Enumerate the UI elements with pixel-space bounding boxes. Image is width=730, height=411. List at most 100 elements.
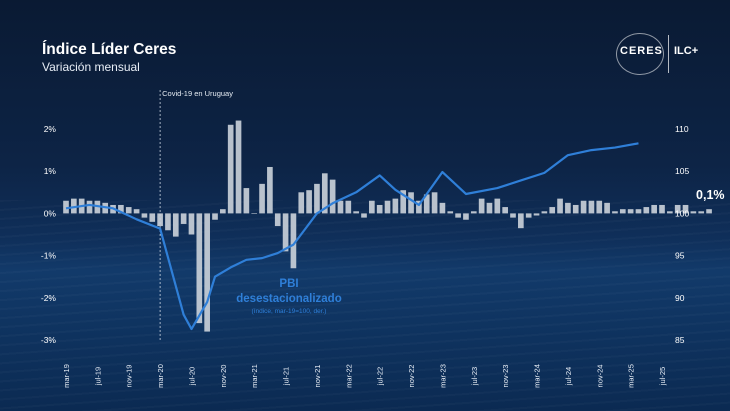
bar — [345, 200, 352, 214]
bar — [400, 190, 407, 214]
bar — [188, 213, 195, 235]
logo-divider — [668, 35, 669, 73]
bar — [369, 200, 375, 214]
bar — [431, 192, 438, 214]
bar — [659, 204, 665, 214]
bar — [572, 204, 579, 214]
bar — [502, 207, 508, 214]
bar — [329, 179, 336, 214]
bar — [282, 213, 289, 252]
bar — [63, 200, 69, 214]
bar — [149, 213, 156, 222]
bar — [580, 200, 587, 214]
left-tick-label: 1% — [44, 166, 57, 176]
left-tick-label: 0% — [44, 208, 57, 218]
bar — [290, 213, 297, 269]
last-value-label: 0,1% — [696, 188, 725, 202]
gdp-series-label-line1: PBI — [279, 278, 298, 290]
logos: CERES ILC+ — [616, 33, 706, 75]
bar — [165, 213, 171, 231]
gdp-line-series — [65, 142, 639, 331]
bar — [180, 213, 187, 224]
bar — [447, 211, 454, 214]
bar-series — [63, 120, 712, 332]
bar — [274, 213, 281, 227]
bar — [533, 213, 540, 216]
x-tick-label: mar-19 — [62, 364, 71, 388]
bar — [619, 209, 626, 214]
bar — [384, 200, 391, 214]
right-tick-label: 95 — [675, 251, 685, 261]
x-tick-label: mar-25 — [627, 364, 636, 388]
bar — [596, 200, 603, 214]
chart-title: Índice Líder Ceres — [42, 41, 177, 58]
x-tick-label: mar-24 — [533, 364, 542, 388]
bar — [235, 120, 242, 214]
bar — [549, 207, 556, 214]
x-tick-label: mar-21 — [250, 364, 259, 388]
bar — [439, 202, 446, 214]
bar — [86, 200, 93, 214]
bar — [463, 213, 469, 220]
bar — [314, 183, 320, 214]
left-tick-label: -3% — [41, 335, 57, 345]
bar — [141, 213, 148, 218]
bar — [557, 198, 563, 214]
bar — [361, 213, 367, 218]
chart-subtitle: Variación mensual — [42, 60, 140, 74]
sea-background — [0, 200, 730, 411]
bar — [565, 202, 571, 214]
bar — [321, 173, 328, 214]
bar — [667, 211, 673, 214]
bar — [227, 124, 234, 214]
left-tick-label: -1% — [41, 251, 57, 261]
bar — [376, 204, 383, 214]
bar — [674, 204, 681, 214]
bar — [588, 200, 595, 214]
right-axis: 110 105 100 95 90 85 — [675, 124, 689, 345]
left-axis: 2% 1% 0% -1% -2% -3% — [41, 124, 57, 345]
bar — [172, 213, 179, 237]
covid-annotation: Covid-19 en Uruguay — [162, 89, 233, 98]
bar — [510, 213, 516, 218]
bar — [706, 209, 712, 214]
ceres-logo: CERES — [620, 45, 663, 57]
bar — [486, 202, 493, 214]
ilc-logo: ILC+ — [674, 45, 699, 57]
bar — [204, 213, 210, 332]
bar — [423, 194, 430, 214]
right-tick-label: 90 — [675, 293, 685, 303]
bar — [243, 188, 250, 214]
x-tick-label: jul-22 — [376, 367, 385, 386]
bar — [298, 192, 305, 214]
bar — [118, 204, 124, 214]
x-tick-label: mar-22 — [344, 364, 353, 388]
gdp-series-label-line2: desestacionalizado — [236, 293, 341, 305]
bar — [133, 209, 140, 214]
bar — [267, 166, 273, 214]
x-axis: mar-19 jul-19 nov-19 mar-20 jul-20 nov-20 mar-… — [62, 364, 667, 388]
x-tick-label: nov-22 — [407, 365, 416, 388]
bar — [259, 183, 265, 214]
x-tick-label: jul-24 — [564, 367, 573, 386]
bar — [698, 211, 705, 214]
x-tick-label: jul-21 — [282, 367, 291, 386]
bar — [651, 204, 657, 214]
bar — [635, 209, 642, 214]
bar — [408, 192, 414, 214]
bar — [682, 204, 689, 214]
bar — [518, 213, 524, 229]
x-tick-label: jul-19 — [93, 367, 102, 386]
x-tick-label: nov-23 — [501, 365, 510, 388]
bar — [251, 213, 258, 214]
bar — [125, 207, 132, 214]
bar — [71, 198, 77, 214]
bar — [196, 213, 203, 324]
right-tick-label: 105 — [675, 166, 689, 176]
bar — [212, 213, 218, 220]
bar — [690, 211, 697, 214]
bar — [478, 198, 485, 214]
bar — [612, 211, 618, 214]
